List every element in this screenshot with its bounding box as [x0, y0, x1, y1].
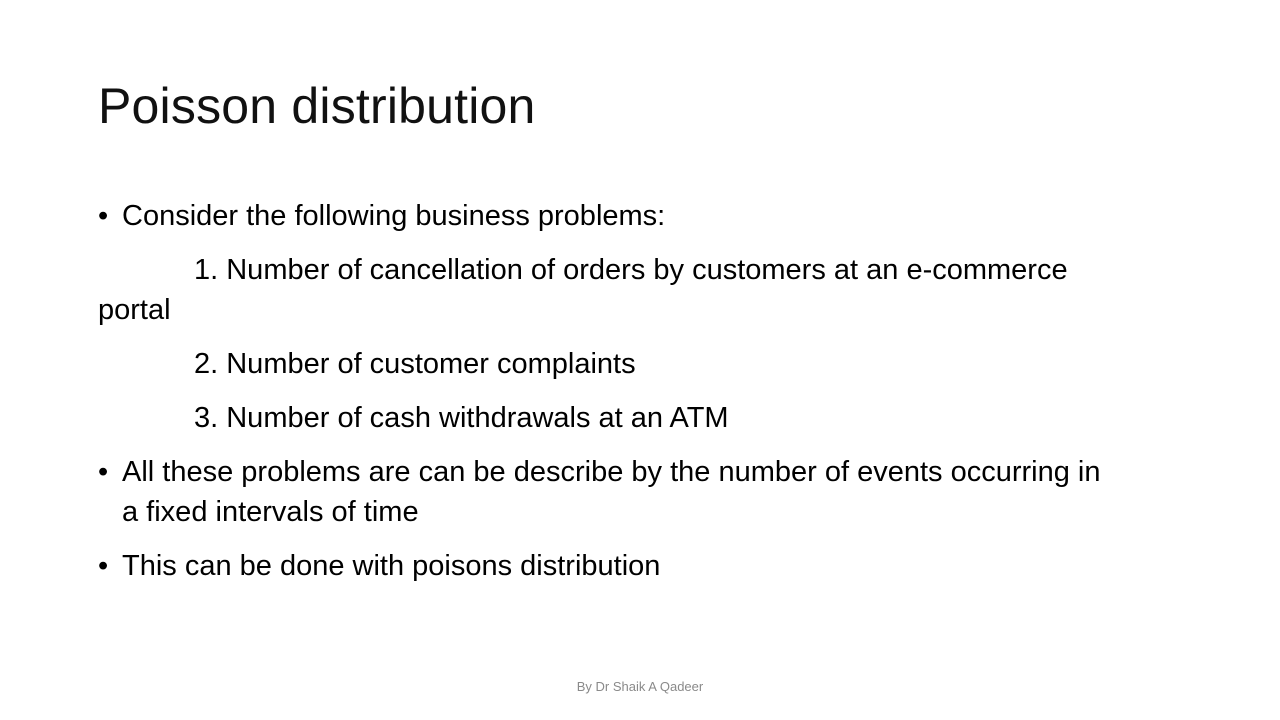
- bullet-item: • All these problems are can be describe…: [98, 452, 1118, 532]
- numbered-item: 1. Number of cancellation of orders by c…: [98, 254, 1068, 326]
- bullet-text: This can be done with poisons distributi…: [122, 550, 661, 582]
- bullet-text: Consider the following business problems…: [122, 200, 666, 232]
- numbered-item: 2. Number of customer complaints: [194, 348, 636, 380]
- numbered-item: 3. Number of cash withdrawals at an ATM: [194, 402, 729, 434]
- slide-body: • Consider the following business proble…: [98, 196, 1118, 600]
- bullet-dot: •: [98, 456, 109, 488]
- bullet-item: • Consider the following business proble…: [98, 196, 1118, 236]
- bullet-dot: •: [98, 200, 109, 232]
- slide-footer: By Dr Shaik A Qadeer: [576, 679, 704, 694]
- slide-title: Poisson distribution: [98, 78, 536, 134]
- bullet-item: • This can be done with poisons distribu…: [98, 546, 1118, 586]
- bullet-text: All these problems are can be describe b…: [122, 456, 1101, 528]
- bullet-dot: •: [98, 550, 109, 582]
